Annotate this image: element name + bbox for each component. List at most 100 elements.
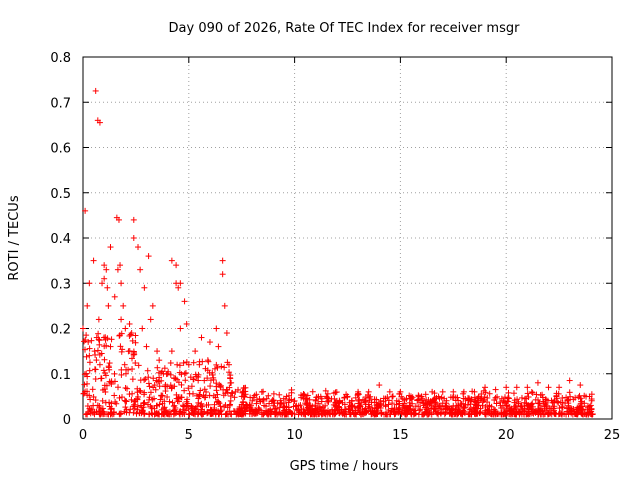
noise-point xyxy=(265,392,272,399)
noise-point xyxy=(256,395,263,402)
noise-point xyxy=(332,389,339,396)
noise-point xyxy=(430,404,437,411)
noise-point xyxy=(108,409,115,416)
noise-point xyxy=(505,395,512,402)
noise-point xyxy=(417,406,424,413)
noise-point xyxy=(162,388,169,395)
noise-point xyxy=(161,365,168,372)
noise-point xyxy=(175,395,182,402)
noise-point xyxy=(88,337,95,344)
noise-point xyxy=(507,407,514,414)
noise-point xyxy=(138,409,145,416)
noise-point xyxy=(436,405,443,412)
noise-point xyxy=(579,411,586,418)
noise-point xyxy=(224,359,231,366)
noise-point xyxy=(253,400,260,407)
noise-point xyxy=(309,403,316,410)
data-point xyxy=(168,348,175,355)
noise-point xyxy=(147,389,154,396)
noise-point xyxy=(571,410,578,417)
noise-point xyxy=(123,406,130,413)
noise-point xyxy=(503,402,510,409)
noise-point xyxy=(182,369,189,376)
noise-point xyxy=(303,401,310,408)
noise-point xyxy=(206,392,213,399)
noise-point xyxy=(493,400,500,407)
data-point xyxy=(213,325,220,332)
noise-point xyxy=(96,410,103,417)
noise-point xyxy=(178,371,185,378)
noise-point xyxy=(141,389,148,396)
noise-point xyxy=(215,410,222,417)
data-point xyxy=(147,316,154,323)
noise-point xyxy=(586,393,593,400)
noise-point xyxy=(512,404,519,411)
noise-point xyxy=(100,367,107,374)
data-point xyxy=(96,119,103,126)
noise-point xyxy=(90,393,97,400)
noise-point xyxy=(175,379,182,386)
noise-point xyxy=(578,406,585,413)
noise-point xyxy=(304,400,311,407)
noise-point xyxy=(166,398,173,405)
noise-point xyxy=(317,408,324,415)
noise-point xyxy=(118,371,125,378)
data-point xyxy=(107,244,114,251)
noise-point xyxy=(91,366,98,373)
data-point xyxy=(365,388,372,395)
noise-point xyxy=(484,406,491,413)
noise-point xyxy=(324,409,331,416)
noise-point xyxy=(145,374,152,381)
noise-point xyxy=(396,391,403,398)
noise-point xyxy=(198,408,205,415)
noise-point xyxy=(492,394,499,401)
noise-point xyxy=(203,388,210,395)
noise-point xyxy=(385,407,392,414)
noise-point xyxy=(431,390,438,397)
data-point xyxy=(86,280,93,287)
noise-point xyxy=(266,400,273,407)
noise-point xyxy=(407,403,414,410)
data-point xyxy=(95,316,102,323)
noise-point xyxy=(198,400,205,407)
noise-point xyxy=(544,397,551,404)
noise-point xyxy=(159,400,166,407)
y-tick-label: 0 xyxy=(63,413,71,428)
noise-point xyxy=(321,407,328,414)
data-point xyxy=(534,379,541,386)
noise-point xyxy=(505,394,512,401)
noise-point xyxy=(500,397,507,404)
data-point xyxy=(130,216,137,223)
background-noise-points xyxy=(80,330,596,418)
noise-point xyxy=(185,385,192,392)
noise-point xyxy=(252,410,259,417)
data-point xyxy=(492,386,499,393)
noise-point xyxy=(136,387,143,394)
noise-point xyxy=(158,392,165,399)
x-tick-label: 15 xyxy=(392,428,409,443)
noise-point xyxy=(472,411,479,418)
noise-point xyxy=(513,409,520,416)
noise-point xyxy=(282,411,289,418)
noise-point xyxy=(162,382,169,389)
noise-point xyxy=(130,348,137,355)
data-point xyxy=(84,302,91,309)
noise-point xyxy=(516,410,523,417)
noise-point xyxy=(222,390,229,397)
noise-point xyxy=(399,395,406,402)
noise-point xyxy=(227,372,234,379)
noise-point xyxy=(306,396,313,403)
noise-point xyxy=(355,391,362,398)
noise-point xyxy=(422,391,429,398)
data-point xyxy=(118,316,125,323)
data-point xyxy=(204,357,211,364)
y-tick-label: 0.2 xyxy=(50,323,71,338)
data-point xyxy=(503,384,510,391)
noise-point xyxy=(270,402,277,409)
noise-point xyxy=(167,359,174,366)
noise-point xyxy=(263,403,270,410)
noise-point xyxy=(122,384,129,391)
noise-point xyxy=(312,396,319,403)
noise-point xyxy=(134,395,141,402)
noise-point xyxy=(515,400,522,407)
